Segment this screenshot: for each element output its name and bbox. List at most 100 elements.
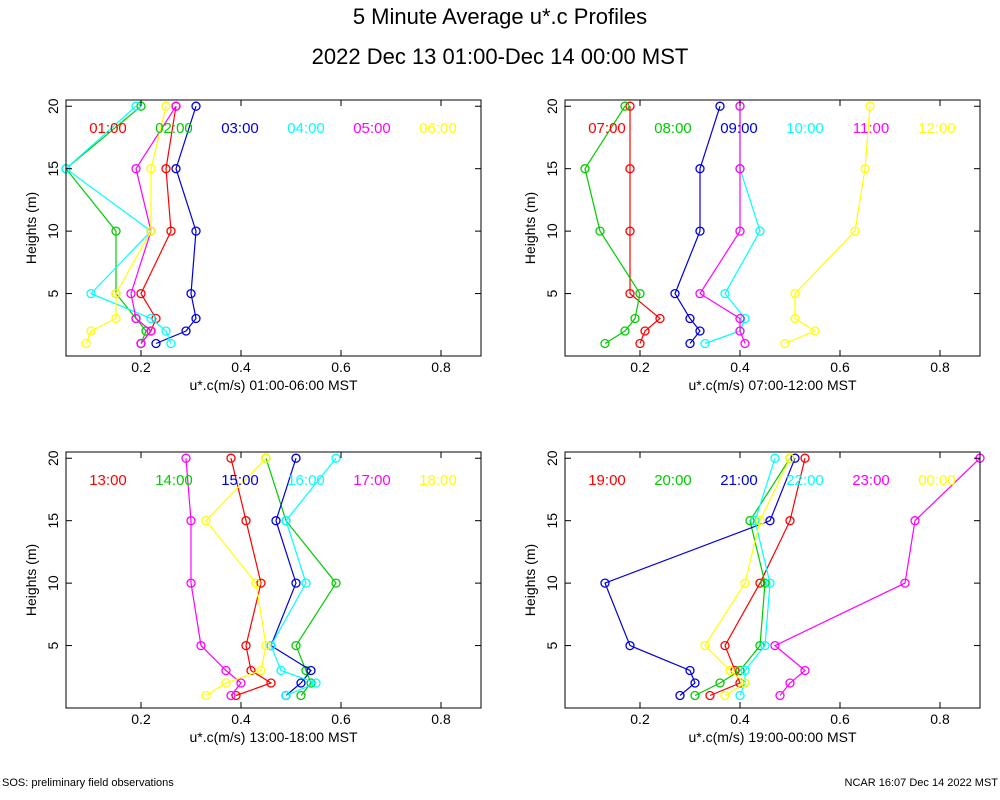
legend-entry-1900: 19:00 (588, 472, 626, 489)
data-point-0800-h1 (600, 338, 610, 349)
x-tick-label: 0.4 (730, 359, 750, 375)
data-point-1200-h3 (790, 313, 800, 324)
data-point-2300-h15 (910, 516, 920, 526)
data-point-2300-h2 (785, 678, 795, 688)
x-tick-label: 0.8 (431, 359, 451, 375)
y-tick-label: 20 (544, 450, 560, 466)
data-point-0700-h3 (655, 313, 665, 324)
data-point-1900-h15 (785, 516, 795, 526)
data-point-2000-h1 (690, 690, 700, 701)
footer-timestamp: NCAR 16:07 Dec 14 2022 MST (844, 777, 998, 789)
panel-1: 0.2 0.4 0.6 0.8 5 10 15 20 u*.c(m/s) 01:00-06:00… (23, 98, 482, 393)
data-point-1400-h10 (331, 578, 341, 588)
data-point-0800-h3 (630, 313, 640, 324)
y-tick-label: 10 (544, 223, 560, 239)
data-point-2300-h3 (800, 665, 810, 676)
data-point-0100-h10 (166, 226, 176, 236)
data-point-1500-h2 (296, 678, 306, 688)
data-point-0900-h10 (695, 226, 705, 236)
data-point-2200-h20 (770, 453, 780, 463)
y-tick-label: 5 (45, 289, 61, 297)
data-point-0400-h2 (161, 326, 171, 336)
data-point-1300-h1 (231, 690, 241, 701)
x-tick-label: 0.4 (231, 359, 251, 375)
data-point-1400-h5 (291, 640, 301, 651)
data-point-2300-h10 (900, 578, 910, 588)
legend-entry-0100: 01:00 (89, 120, 127, 137)
data-point-1000-h1 (700, 338, 710, 349)
data-point-1800-h20 (261, 453, 271, 463)
data-point-0700-h5 (625, 288, 635, 299)
data-point-1100-h15 (735, 164, 745, 174)
series-line-0500 (130, 105, 177, 344)
x-axis-label: u*.c(m/s) 01:00-06:00 MST (189, 377, 358, 393)
data-point-2000-h10 (760, 578, 770, 588)
data-point-0700-h1 (635, 338, 645, 349)
data-point-0900-h3 (685, 313, 695, 324)
series-line-0300 (155, 106, 197, 345)
chart-title: 5 Minute Average u*.c Profiles (352, 4, 648, 29)
data-point-2100-h20 (790, 453, 800, 463)
data-point-0100-h15 (161, 164, 171, 174)
series-line-1900 (709, 458, 806, 697)
data-point-0100-h5 (136, 288, 146, 299)
data-point-2300-h5 (770, 640, 780, 651)
x-tick-label: 0.2 (630, 711, 650, 727)
series-line-1700 (185, 458, 242, 696)
data-point-1600-h15 (281, 516, 291, 526)
data-point-0300-h5 (186, 288, 196, 299)
y-tick-label: 15 (45, 161, 61, 177)
legend-entry-2100: 21:00 (720, 472, 758, 489)
data-point-0800-h10 (595, 226, 605, 236)
series-line-2300 (773, 457, 981, 696)
legend-entry-1000: 10:00 (786, 120, 824, 137)
data-point-0500-h1 (136, 338, 146, 349)
data-point-0900-h15 (695, 164, 705, 174)
legend-entry-0500: 05:00 (353, 120, 391, 137)
y-tick-label: 5 (544, 289, 560, 297)
data-point-0000-h15 (755, 516, 765, 526)
legend-entry-1600: 16:00 (287, 472, 325, 489)
data-point-0000-h5 (700, 640, 710, 651)
y-tick-label: 20 (544, 98, 560, 114)
data-point-1700-h5 (196, 640, 206, 651)
data-point-0000-h1 (720, 690, 730, 701)
data-point-0900-h20 (715, 101, 725, 111)
data-point-1900-h20 (800, 453, 810, 463)
y-axis-label: Heights (m) (23, 192, 39, 264)
data-point-2100-h15 (765, 516, 775, 526)
data-point-0300-h1 (151, 338, 161, 349)
data-point-2000-h3 (735, 665, 745, 676)
data-point-0800-h2 (620, 326, 630, 336)
panel-4: 0.2 0.4 0.6 0.8 5 10 15 20 u*.c(m/s) 19:00-00:00… (522, 450, 985, 745)
data-point-2000-h15 (745, 516, 755, 526)
data-point-1500-h15 (271, 516, 281, 526)
data-point-0300-h2 (181, 326, 191, 336)
data-point-0600-h10 (146, 226, 156, 236)
legend-entry-1300: 13:00 (89, 472, 127, 489)
legend-entry-0200: 02:00 (155, 120, 193, 137)
x-tick-label: 0.4 (231, 711, 251, 727)
data-point-0600-h15 (146, 164, 156, 174)
data-point-2100-h10 (600, 578, 610, 588)
data-point-1100-h1 (740, 338, 750, 349)
legend-entry-1100: 11:00 (853, 120, 889, 137)
data-point-2100-h1 (675, 690, 685, 701)
data-point-1800-h10 (251, 578, 261, 588)
x-tick-label: 0.2 (131, 359, 151, 375)
series-line-0100 (140, 106, 177, 344)
series-line-1100 (699, 106, 746, 344)
x-tick-label: 0.8 (930, 711, 950, 727)
data-point-1800-h1 (201, 690, 211, 701)
data-point-1100-h10 (735, 226, 745, 236)
data-point-1700-h20 (181, 453, 191, 463)
data-point-1000-h5 (720, 288, 730, 299)
data-point-0900-h2 (695, 326, 705, 336)
data-point-0500-h3 (131, 313, 141, 324)
data-point-1300-h20 (226, 453, 236, 463)
y-tick-label: 10 (45, 223, 61, 239)
legend-entry-0300: 03:00 (221, 120, 259, 137)
series-line-0400 (65, 105, 172, 344)
data-point-1200-h10 (850, 226, 860, 236)
